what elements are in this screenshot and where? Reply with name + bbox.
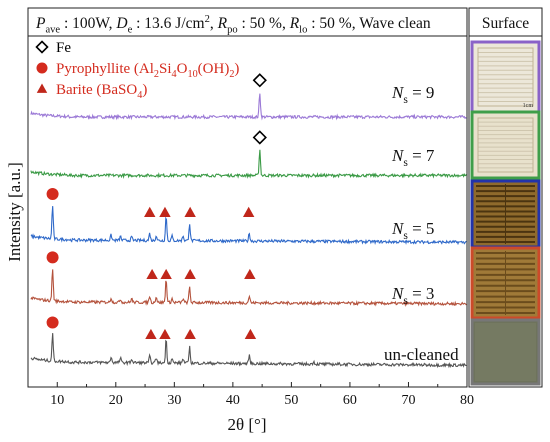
circle-marker (46, 188, 59, 200)
series-line (30, 206, 467, 246)
circle-marker (46, 251, 59, 264)
text-part: N (391, 284, 405, 303)
marker-group (46, 73, 267, 340)
text-part: : 50 %, Wave clean (307, 15, 431, 32)
x-tick-label: 30 (167, 393, 181, 408)
text-part: , (210, 15, 218, 32)
x-tick-label: 40 (226, 393, 240, 408)
series-label: Ns = 7 (391, 146, 435, 169)
text-part: s (403, 294, 408, 307)
series-line (30, 333, 467, 369)
triangle-marker (146, 268, 158, 280)
text-part: 2 (205, 14, 210, 25)
x-axis-label: 2θ [°] (227, 415, 266, 434)
triangle-marker (159, 328, 171, 340)
text-part: Pyrophyllite (Al (56, 61, 154, 77)
circle-marker (36, 62, 48, 74)
header-text: Pave : 100W, De : 13.6 J/cm2, Rpo : 50 %… (35, 14, 431, 35)
text-part: Barite (BaSO (56, 82, 137, 98)
text-part: Si (159, 61, 172, 77)
triangle-marker (159, 206, 171, 217)
text-part: (OH) (198, 61, 230, 77)
x-tick-label: 70 (401, 393, 415, 408)
text-part: D (115, 15, 127, 32)
text-part: 4 (137, 90, 142, 101)
text-part: N (391, 83, 405, 102)
x-tick-label: 60 (343, 393, 357, 408)
text-part: = 5 (408, 219, 435, 238)
text-part: 10 (187, 69, 197, 80)
surface-photo (470, 318, 541, 386)
text-part: = 3 (408, 284, 435, 303)
triangle-marker (184, 268, 196, 280)
x-tick-label: 20 (109, 393, 123, 408)
triangle-marker (36, 83, 48, 93)
circle-marker (46, 316, 59, 329)
text-part: 2 (154, 69, 159, 80)
series-label-group: Ns = 9Ns = 7Ns = 5Ns = 3un-cleaned (384, 83, 459, 364)
text-part: ave (45, 24, 60, 35)
diamond-marker (252, 130, 267, 145)
text-part: ) (142, 82, 147, 98)
text-part: R (289, 15, 300, 32)
triangle-marker (144, 206, 156, 217)
legend-entry: Pyrophyllite (Al2Si4O10(OH)2) (56, 61, 239, 80)
surface-images: 1cm (470, 40, 541, 386)
series-line (30, 269, 467, 308)
text-part: : 50 %, (238, 15, 290, 32)
text-part: R (217, 15, 228, 32)
text-part: lo (299, 24, 307, 35)
diamond-marker (35, 40, 49, 54)
series-label: Ns = 9 (391, 83, 434, 106)
text-part: e (128, 24, 133, 35)
text-part: 2 (229, 69, 234, 80)
text-part: : 100W, (60, 15, 116, 32)
series-group (30, 93, 467, 369)
triangle-marker (244, 328, 257, 340)
diamond-marker (252, 73, 267, 88)
text-part: s (403, 229, 408, 242)
series-label: Ns = 3 (391, 284, 434, 307)
text-part: ) (234, 61, 239, 77)
series-label: un-cleaned (384, 345, 459, 364)
series-label: Ns = 5 (391, 219, 434, 242)
text-part: po (227, 24, 238, 35)
text-part: s (403, 156, 408, 169)
surface-header: Surface (482, 15, 529, 32)
text-part: O (177, 61, 188, 77)
x-axis: 10 20 30 40 50 60 70 80 (27, 382, 474, 408)
x-tick-label: 50 (284, 393, 298, 408)
text-part: Fe (56, 40, 71, 56)
surface-photo (470, 179, 541, 249)
surface-photo: 1cm (470, 40, 541, 114)
text-part: P (35, 15, 46, 32)
header-box (27, 7, 468, 37)
text-part: 4 (172, 69, 177, 80)
series-line (30, 93, 467, 121)
triangle-marker (244, 268, 256, 280)
triangle-marker (242, 206, 255, 217)
text-part: = 9 (408, 83, 435, 102)
triangle-marker (184, 206, 196, 217)
y-axis-label: Intensity [a.u.] (5, 162, 24, 262)
x-tick-label: 10 (50, 393, 64, 408)
text-part: : 13.6 J/cm (132, 15, 204, 32)
text-part: s (403, 93, 408, 106)
triangle-marker (160, 268, 172, 280)
text-part: N (391, 146, 405, 165)
scale-caption: 1cm (523, 103, 534, 109)
surface-photo (470, 246, 541, 320)
legend-entry: Barite (BaSO4) (56, 82, 147, 101)
surface-header-box (468, 7, 543, 37)
text-part: N (391, 219, 405, 238)
triangle-marker (145, 328, 157, 340)
x-tick-label: 80 (460, 393, 474, 408)
triangle-marker (184, 328, 196, 340)
series-line (30, 149, 467, 179)
text-part: = 7 (408, 146, 435, 165)
legend-entry: Fe (56, 40, 71, 56)
surface-photo (470, 110, 541, 180)
